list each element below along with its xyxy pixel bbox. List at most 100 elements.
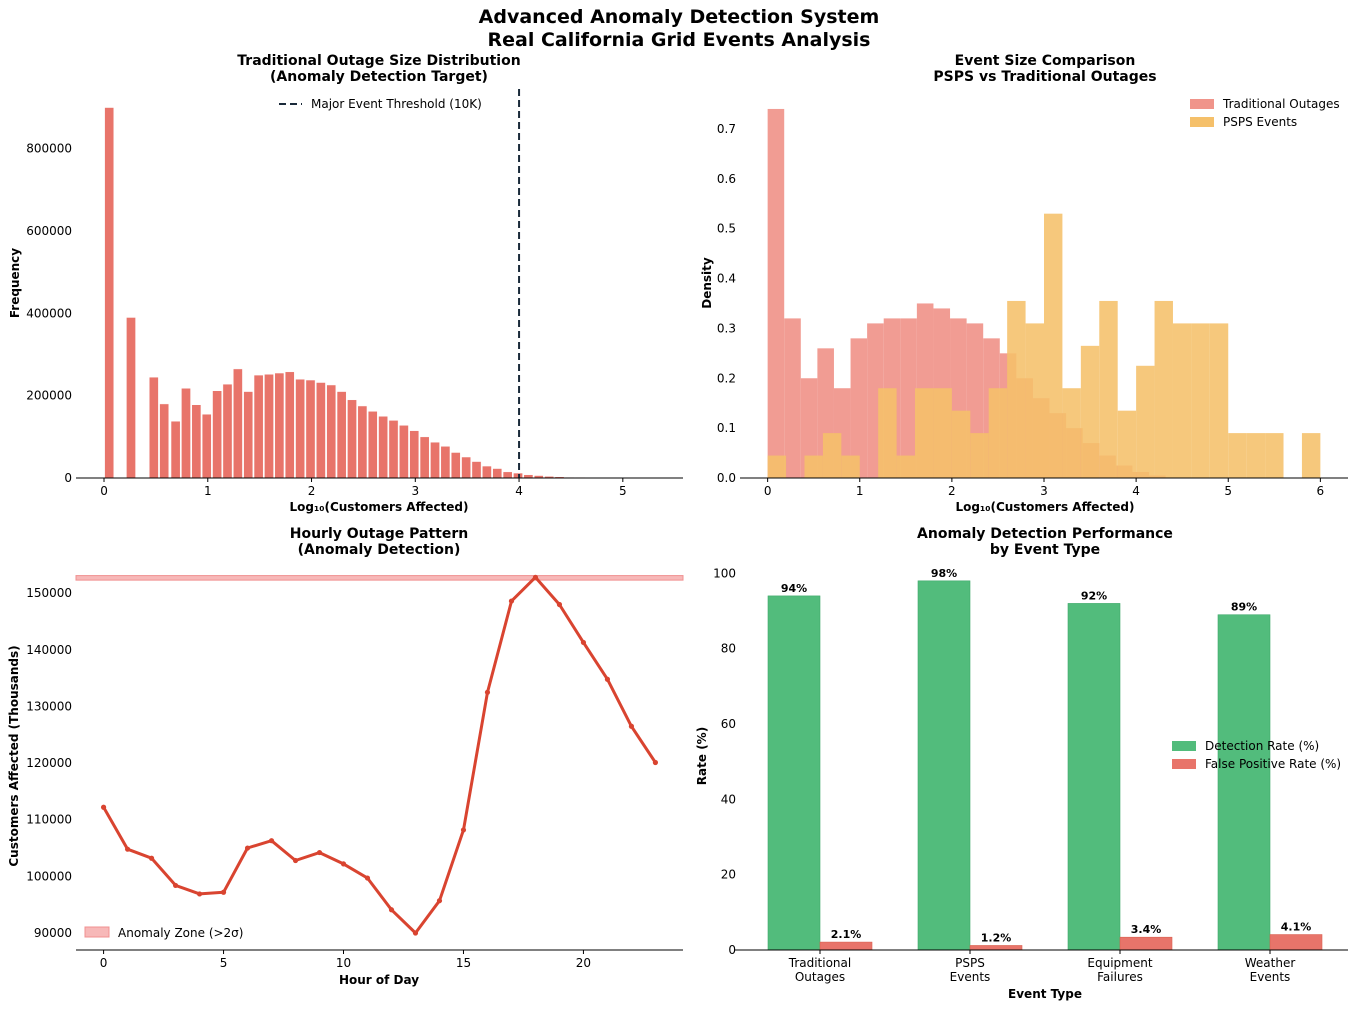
hourly-x-tick-label: 10 [336,956,351,970]
hourly-x-tick-label: 5 [220,956,228,970]
hourly-point [604,676,611,682]
hourly-xlabel: Hour of Day [339,973,419,987]
performance-xlabel: Event Type [1008,987,1082,1001]
outage-size-x-tick-label: 3 [411,484,419,498]
psps-density-bar [915,388,934,478]
histogram-bar [367,411,378,479]
size-comparison-y-tick-label: 0.6 [717,172,736,186]
histogram-bar [295,378,305,479]
hourly-point [340,861,347,867]
histogram-bar [233,368,243,479]
psps-density-bar [841,455,860,478]
hourly-point [508,598,515,604]
hourly-title-line1: Hourly Outage Pattern [290,526,469,542]
hourly-ylabel: Customers Affected (Thousands) [7,645,21,866]
size-comparison-panel: Event Size Comparison PSPS vs Traditiona… [700,53,1348,514]
traditional-density-bar [767,108,785,478]
legend-threshold-label: Major Event Threshold (10K) [311,97,482,111]
legend-traditional-swatch [1190,99,1214,109]
hourly-title-line2: (Anomaly Detection) [298,542,461,558]
outage-size-title-line2: (Anomaly Detection Target) [270,69,488,85]
hourly-point [436,898,443,904]
psps-density-bar [1172,323,1192,478]
legend-detection-swatch [1172,741,1196,751]
outage-size-x-tick-label: 2 [308,484,316,498]
traditional-density-bar [850,338,868,478]
outage-size-xlabel: Log₁₀(Customers Affected) [289,500,468,514]
outage-size-x-tick-label: 1 [204,484,212,498]
hourly-y-tick-label: 100000 [26,869,72,883]
legend-traditional-label: Traditional Outages [1222,97,1340,111]
hourly-x-tick-label: 20 [576,956,591,970]
size-comparison-x-tick-label: 5 [1224,484,1232,498]
psps-density-bar [1044,213,1063,478]
size-comparison-y-tick-label: 0.1 [717,421,736,435]
hourly-point [532,574,539,580]
hourly-point [124,846,131,852]
psps-density-bar [804,455,823,478]
false-positive-bar [1269,934,1323,951]
histogram-bar [284,371,295,479]
size-comparison-y-tick-label: 0.3 [717,321,736,335]
performance-category-line1: PSPS [955,956,985,970]
size-comparison-xlabel: Log₁₀(Customers Affected) [955,500,1134,514]
histogram-bar [264,374,274,479]
histogram-bar [243,391,254,479]
histogram-bar [170,420,181,479]
histogram-bar [440,446,451,479]
psps-density-bar [896,455,916,478]
histogram-bar [388,420,399,479]
psps-density-bar [1191,323,1210,478]
hourly-point [100,804,107,810]
detection-rate-label: 98% [931,567,957,580]
psps-density-bar [767,455,787,478]
detection-rate-label: 89% [1231,601,1257,614]
detection-rate-bar [767,595,821,951]
legend-false-positive-swatch [1172,759,1196,769]
size-comparison-x-tick-label: 6 [1317,484,1325,498]
psps-density-bar [933,388,952,478]
outage-size-x-tick-label: 4 [515,484,523,498]
psps-density-bar [1154,300,1173,478]
legend-anomaly-label: Anomaly Zone (>2σ) [118,926,243,940]
performance-category-line1: Weather [1245,956,1296,970]
hourly-point [412,930,419,936]
traditional-density-bar [784,318,801,478]
size-comparison-x-tick-label: 3 [1040,484,1048,498]
performance-category-line2: Outages [795,970,845,984]
performance-y-tick-label: 0 [728,943,736,957]
histogram-bar [430,441,440,479]
size-comparison-x-tick-label: 0 [764,484,772,498]
performance-category-line2: Events [950,970,991,984]
psps-density-bar [1117,410,1137,478]
psps-density-bar [1246,433,1266,478]
histogram-bar [482,465,492,479]
detection-performance-panel: Anomaly Detection Performance by Event T… [695,526,1348,1001]
anomaly-zone-band [75,575,684,581]
size-comparison-y-tick-label: 0.5 [717,222,736,236]
hourly-point [244,845,251,851]
histogram-bar [253,374,264,479]
outage-size-y-tick-label: 400000 [26,306,72,320]
figure-title-line1: Advanced Anomaly Detection System [479,6,880,28]
histogram-bar [191,404,202,479]
size-comparison-y-tick-label: 0.2 [717,371,736,385]
histogram-bar [357,405,368,479]
hourly-point [268,838,275,844]
outage-size-histogram-panel: Traditional Outage Size Distribution (An… [8,53,683,514]
traditional-density-bar [900,318,917,478]
histogram-bar [336,391,347,479]
histogram-bar [305,379,316,479]
false-positive-label: 4.1% [1281,921,1312,934]
histogram-bar [316,382,326,479]
performance-y-tick-label: 60 [721,717,736,731]
false-positive-label: 2.1% [831,928,862,941]
size-comparison-y-tick-label: 0.0 [717,471,736,485]
detection-rate-bar [1067,603,1121,951]
detection-rate-label: 94% [781,582,807,595]
size-comparison-title-line2: PSPS vs Traditional Outages [933,69,1156,85]
performance-category-line2: Failures [1097,970,1143,984]
hourly-y-tick-label: 120000 [26,756,72,770]
outage-size-title-line1: Traditional Outage Size Distribution [237,53,520,69]
